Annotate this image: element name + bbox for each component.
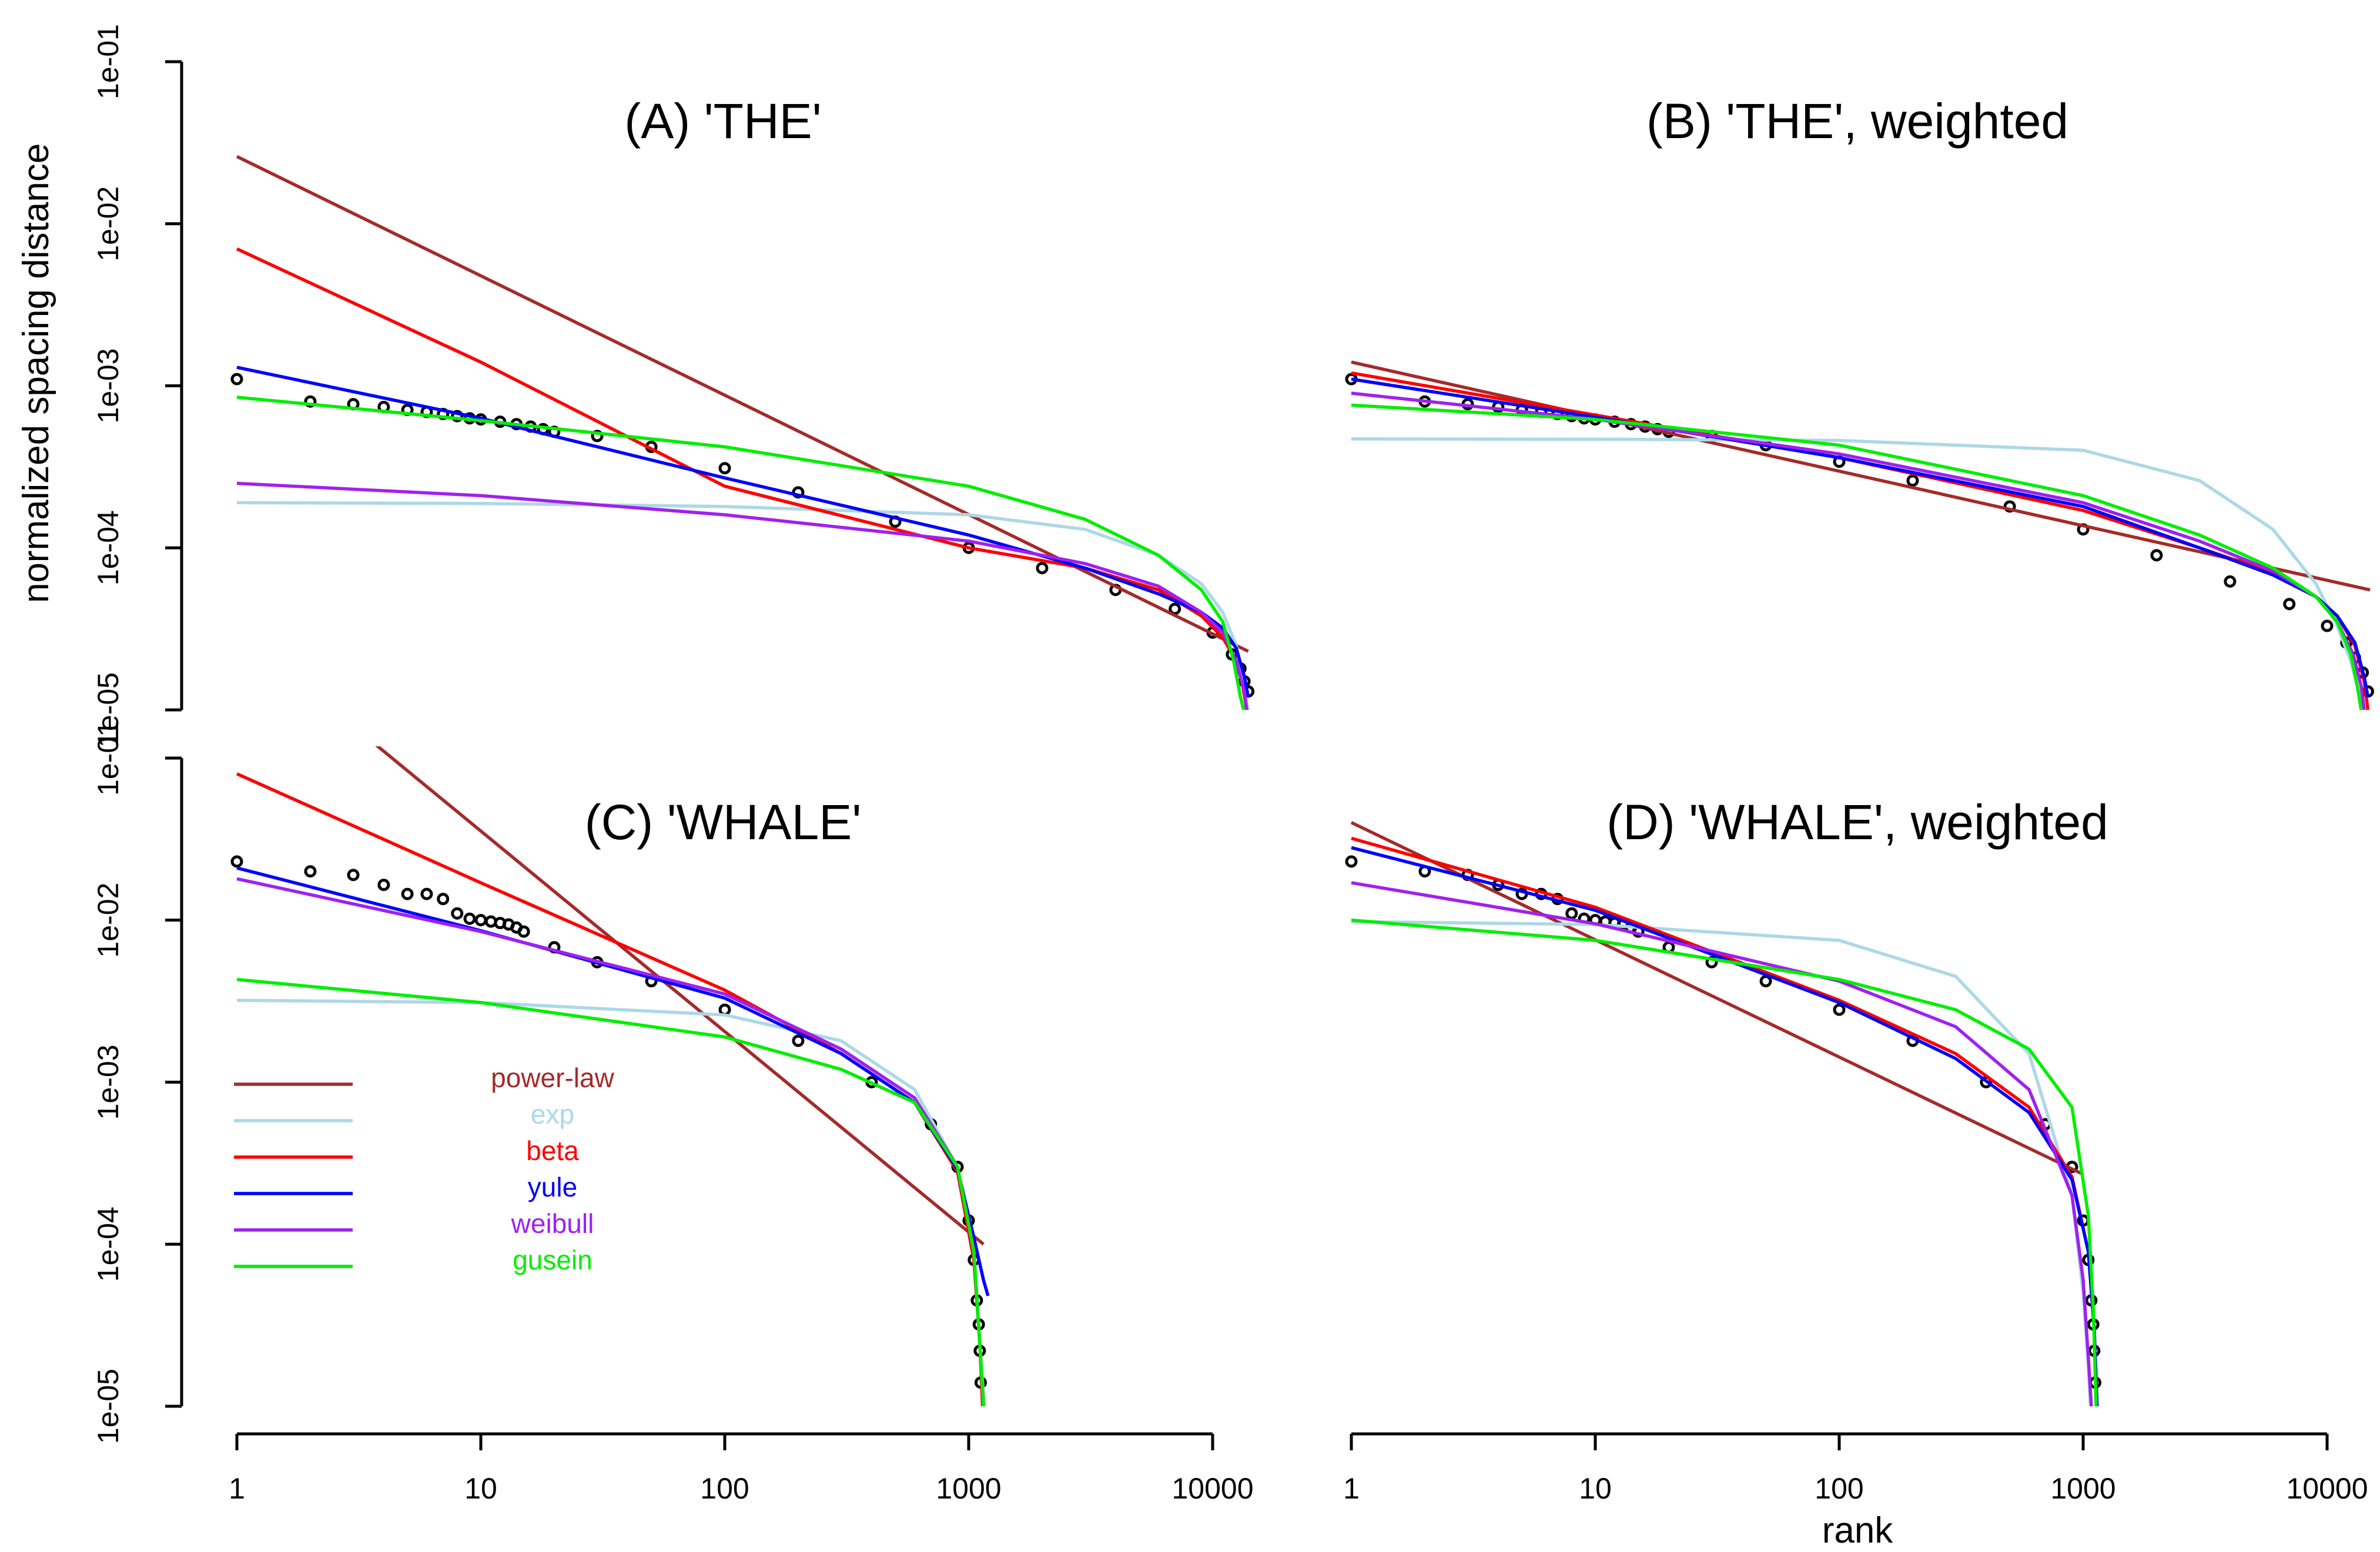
y-tick-label: 1e-04 [92,510,125,585]
data-point [463,912,476,925]
data-point [377,879,390,891]
series-line-power-law [1350,821,2084,1176]
x-tick-label: 1 [229,1472,245,1505]
legend-item-yule: yule [234,1172,577,1202]
legend-label: power-law [491,1062,614,1093]
fit-curves [236,155,1250,710]
data-point [1833,1003,1846,1016]
data-point [401,887,414,900]
x-tick-label: 1000 [2050,1472,2115,1505]
panel-title: (C) 'WHALE' [585,795,862,850]
panel-d: (D) 'WHALE', weighted 1 10 100 1000 10000 [1343,795,2368,1505]
panel-title: (B) 'THE', weighted [1646,93,2068,149]
legend-item-power-law: power-law [234,1062,615,1093]
x-tick-label: 10 [1579,1472,1612,1505]
data-point [437,893,450,906]
x-tick-label: 1000 [936,1472,1001,1505]
legend-label: gusein [513,1245,593,1275]
legend-label: yule [528,1172,577,1202]
legend-item-beta: beta [234,1135,579,1166]
fit-curves [1350,821,2099,1407]
data-point [230,855,243,868]
x-axis: 1 10 100 1000 10000 [229,1432,1254,1505]
legend-label: beta [526,1135,579,1166]
panel-title: (A) 'THE' [624,93,821,149]
x-axis-title: rank [1822,1510,1894,1551]
panels: (A) 'THE' 1e-05 1e-04 1e-03 1e-02 1e-01 (B) 'T… [92,24,2374,1505]
series-line-weibull [1351,391,2366,710]
data-point [420,887,433,900]
observed-points [230,855,987,1389]
series-line-power-law [375,746,985,1246]
y-tick-label: 1e-04 [92,1206,125,1282]
y-axis: 1e-05 1e-04 1e-03 1e-02 1e-01 [92,720,183,1444]
data-point [230,373,243,386]
x-tick-label: 100 [1815,1472,1863,1505]
series-line-gusein [236,978,985,1407]
legend: power-law exp beta yule weibull gusein [234,1062,615,1275]
x-tick-label: 10000 [2286,1472,2368,1505]
data-point [792,486,805,499]
data-point [2224,575,2237,588]
series-line-gusein [1351,919,2098,1407]
panel-b: (B) 'THE', weighted [1345,93,2374,710]
data-point [451,410,464,423]
data-point [517,925,530,938]
fit-curves [1351,360,2371,710]
x-tick-label: 100 [700,1472,749,1505]
series-line-yule [1351,377,2370,698]
y-tick-label: 1e-02 [92,186,125,262]
legend-item-exp: exp [234,1099,574,1129]
data-point [347,869,360,881]
series-line-power-law [1351,360,2371,592]
x-tick-label: 10 [464,1472,497,1505]
data-point [2150,549,2163,562]
y-tick-label: 1e-03 [92,1045,125,1120]
data-point [451,907,464,920]
data-point [591,430,604,443]
panel-title: (D) 'WHALE', weighted [1606,795,2108,850]
series-line-power-law [236,155,1249,653]
series-line-weibull [1351,881,2093,1407]
x-tick-label: 10000 [1171,1472,1253,1505]
panel-a: (A) 'THE' 1e-05 1e-04 1e-03 1e-02 1e-01 [92,24,1255,747]
legend-label: weibull [511,1208,594,1239]
x-tick-label: 1 [1343,1472,1360,1505]
legend-label: exp [531,1099,574,1129]
y-tick-label: 1e-05 [92,1369,125,1444]
data-point [304,865,317,878]
series-line-yule [236,366,1250,698]
series-line-weibull [236,481,1248,710]
data-point [2003,500,2016,513]
data-point [2283,598,2296,611]
series-line-gusein [1351,403,2363,710]
data-point [304,395,317,408]
fit-curves [236,746,990,1407]
y-tick-label: 1e-03 [92,348,125,424]
data-point [1906,474,1919,487]
data-point [1565,907,1578,920]
legend-item-gusein: gusein [234,1245,593,1275]
legend-item-weibull: weibull [234,1208,594,1239]
data-point [1345,855,1358,868]
data-point [718,462,731,475]
y-axis: 1e-05 1e-04 1e-03 1e-02 1e-01 [92,24,183,747]
y-tick-label: 1e-05 [92,672,125,747]
y-tick-label: 1e-01 [92,720,125,796]
x-axis: 1 10 100 1000 10000 [1343,1432,2368,1505]
y-tick-label: 1e-01 [92,24,125,99]
series-line-gusein [236,395,1246,710]
y-axis-title: normalized spacing distance [16,143,56,603]
y-tick-label: 1e-02 [92,883,125,958]
data-point [792,1034,805,1047]
data-point [2321,619,2334,632]
data-point [1036,562,1049,575]
